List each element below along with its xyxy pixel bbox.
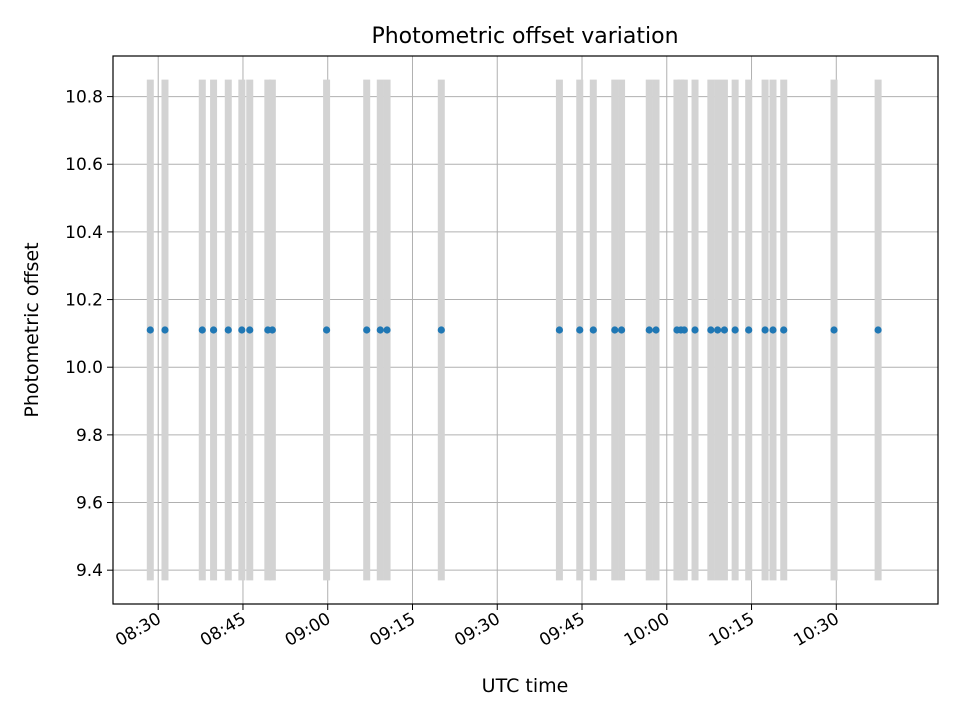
data-point — [376, 326, 384, 334]
y-tick-label: 9.4 — [76, 561, 103, 581]
y-tick-label: 9.8 — [76, 426, 103, 446]
plot-frame — [112, 55, 939, 605]
data-point — [238, 326, 246, 334]
x-tick-label: 09:30 — [451, 609, 503, 651]
data-point — [680, 326, 688, 334]
y-tick-label: 10.8 — [65, 88, 103, 108]
data-point — [146, 326, 154, 334]
x-tick-label: 09:15 — [367, 609, 419, 651]
data-point — [874, 326, 882, 334]
y-tick-label: 10.6 — [65, 155, 103, 175]
data-point — [780, 326, 788, 334]
data-point — [617, 326, 626, 334]
y-tick-label: 10.2 — [65, 291, 103, 311]
data-point — [576, 326, 584, 334]
data-point — [745, 326, 753, 334]
x-tick-label: 10:30 — [790, 609, 842, 651]
x-tick-label: 08:30 — [112, 609, 164, 651]
data-point — [611, 326, 619, 334]
y-axis-label: Photometric offset — [21, 242, 43, 417]
data-point — [437, 326, 445, 334]
grid — [113, 56, 938, 604]
data-points — [146, 326, 882, 334]
data-point — [652, 326, 660, 334]
x-axis-label: UTC time — [482, 675, 569, 697]
x-tick-label: 09:45 — [536, 609, 588, 651]
data-point — [645, 326, 653, 334]
data-point — [731, 326, 739, 334]
data-point — [555, 326, 564, 334]
data-point — [720, 326, 729, 334]
data-point — [209, 326, 218, 334]
data-point — [322, 326, 331, 334]
x-tick-label: 08:45 — [197, 609, 249, 651]
data-point — [363, 326, 371, 334]
x-tick-label: 10:15 — [706, 609, 758, 651]
data-point — [268, 326, 276, 334]
data-point — [707, 326, 715, 334]
data-point — [761, 326, 769, 334]
x-tick-label: 10:00 — [621, 609, 673, 651]
data-point — [769, 326, 777, 334]
data-point — [589, 326, 597, 334]
data-point — [246, 326, 254, 334]
data-point — [830, 326, 838, 334]
data-point — [714, 326, 722, 334]
data-point — [198, 326, 206, 334]
data-point — [224, 326, 232, 334]
x-tick-label: 09:00 — [282, 609, 334, 651]
data-point — [691, 326, 699, 334]
y-tick-label: 10.0 — [65, 358, 103, 378]
y-tick-label: 9.6 — [76, 494, 103, 514]
data-point — [383, 326, 391, 334]
data-point — [161, 326, 169, 334]
error-bars — [146, 79, 882, 581]
chart-title: Photometric offset variation — [371, 24, 678, 49]
y-tick-label: 10.4 — [65, 223, 103, 243]
